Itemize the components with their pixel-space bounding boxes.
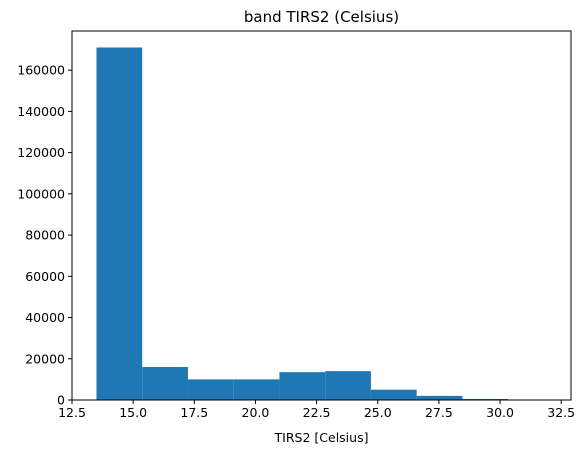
y-tick-label: 120000	[17, 145, 65, 160]
histogram-bar-3	[187, 379, 234, 400]
histogram-bar-7	[370, 389, 417, 400]
x-tick-label: 30.0	[486, 405, 514, 420]
x-tick-label: 22.5	[303, 405, 331, 420]
x-tick-label: 15.0	[119, 405, 147, 420]
histogram-bar-2	[142, 367, 188, 400]
chart-title: band TIRS2 (Celsius)	[244, 8, 399, 26]
y-tick-label: 0	[57, 393, 65, 408]
x-tick-label: 25.0	[364, 405, 392, 420]
y-tick-label: 20000	[25, 351, 65, 366]
x-tick-label: 27.5	[425, 405, 453, 420]
histogram-bar-4	[233, 379, 280, 400]
histogram-bar-9	[462, 398, 509, 400]
histogram-bar-8	[416, 395, 463, 400]
y-tick-label: 100000	[17, 186, 65, 201]
x-tick-label: 12.5	[58, 405, 86, 420]
x-tick-label: 32.5	[547, 405, 575, 420]
y-tick-label: 80000	[25, 228, 65, 243]
axes-frame	[71, 30, 572, 401]
x-tick-label: 20.0	[242, 405, 270, 420]
y-tick-label: 140000	[17, 104, 65, 119]
histogram-bar-1	[96, 47, 143, 401]
histogram-bars	[96, 47, 554, 401]
histogram-bar-5	[279, 372, 326, 400]
y-tick-label: 60000	[25, 269, 65, 284]
x-axis-ticks: 12.5 15.0 17.5 20.0 22.5 25.0 27.5 30.0 32.5	[58, 400, 575, 420]
y-tick-label: 160000	[17, 63, 65, 78]
x-tick-label: 17.5	[180, 405, 208, 420]
histogram-bar-6	[325, 371, 371, 400]
y-tick-label: 40000	[25, 310, 65, 325]
x-axis-label: TIRS2 [Celsius]	[274, 430, 369, 445]
y-axis-ticks: 0 20000 40000 60000 80000 100000 120000 140000 1…	[17, 63, 72, 408]
